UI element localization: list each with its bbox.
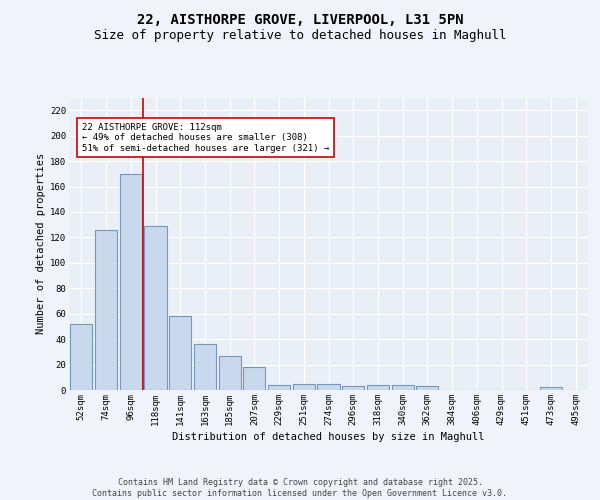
Bar [243, 367, 265, 390]
Bar [194, 344, 216, 390]
Bar [293, 384, 315, 390]
Bar [169, 316, 191, 390]
Text: 22 AISTHORPE GROVE: 112sqm
← 49% of detached houses are smaller (308)
51% of sem: 22 AISTHORPE GROVE: 112sqm ← 49% of deta… [82, 123, 329, 152]
Bar [342, 386, 364, 390]
Text: Contains HM Land Registry data © Crown copyright and database right 2025.
Contai: Contains HM Land Registry data © Crown c… [92, 478, 508, 498]
Bar [95, 230, 117, 390]
Bar [317, 384, 340, 390]
Bar [367, 385, 389, 390]
X-axis label: Distribution of detached houses by size in Maghull: Distribution of detached houses by size … [172, 432, 485, 442]
Text: Size of property relative to detached houses in Maghull: Size of property relative to detached ho… [94, 29, 506, 42]
Bar [218, 356, 241, 390]
Y-axis label: Number of detached properties: Number of detached properties [36, 153, 46, 334]
Bar [119, 174, 142, 390]
Bar [70, 324, 92, 390]
Bar [145, 226, 167, 390]
Bar [416, 386, 439, 390]
Bar [392, 385, 414, 390]
Bar [540, 388, 562, 390]
Text: 22, AISTHORPE GROVE, LIVERPOOL, L31 5PN: 22, AISTHORPE GROVE, LIVERPOOL, L31 5PN [137, 12, 463, 26]
Bar [268, 385, 290, 390]
